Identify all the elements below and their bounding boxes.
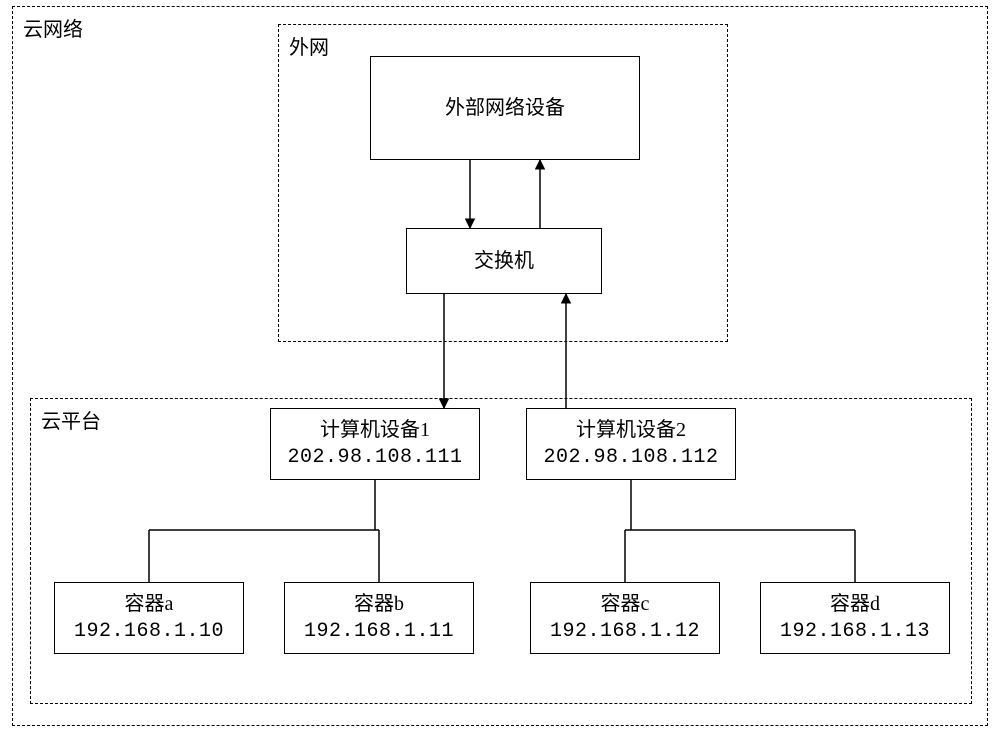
region-cloud-network-label: 云网络 — [23, 13, 83, 42]
diagram-canvas: 云网络 外网 云平台 外部网络设备 交换机 计算机设备1 202.98.108.… — [0, 0, 1000, 733]
node-container-c: 容器c 192.168.1.12 — [530, 582, 720, 654]
node-computer-2: 计算机设备2 202.98.108.112 — [526, 408, 736, 480]
region-cloud-platform: 云平台 — [30, 398, 972, 704]
node-container-c-title: 容器c — [601, 590, 650, 618]
node-computer-1-ip: 202.98.108.111 — [287, 444, 462, 472]
node-container-a-title: 容器a — [125, 590, 174, 618]
node-container-a: 容器a 192.168.1.10 — [54, 582, 244, 654]
node-switch: 交换机 — [406, 228, 602, 294]
node-container-d-ip: 192.168.1.13 — [780, 618, 930, 646]
node-computer-2-ip: 202.98.108.112 — [543, 444, 718, 472]
region-cloud-platform-label: 云平台 — [41, 405, 101, 434]
node-container-c-ip: 192.168.1.12 — [550, 618, 700, 646]
node-container-b: 容器b 192.168.1.11 — [284, 582, 474, 654]
region-extranet-label: 外网 — [289, 31, 329, 60]
node-container-b-ip: 192.168.1.11 — [304, 618, 454, 646]
node-container-b-title: 容器b — [354, 590, 404, 618]
node-computer-1: 计算机设备1 202.98.108.111 — [270, 408, 480, 480]
node-container-d-title: 容器d — [830, 590, 880, 618]
node-computer-1-title: 计算机设备1 — [320, 416, 430, 444]
node-computer-2-title: 计算机设备2 — [576, 416, 686, 444]
node-container-a-ip: 192.168.1.10 — [74, 618, 224, 646]
node-external-device-title: 外部网络设备 — [445, 94, 565, 122]
node-external-device: 外部网络设备 — [370, 56, 640, 160]
node-switch-title: 交换机 — [474, 247, 534, 275]
node-container-d: 容器d 192.168.1.13 — [760, 582, 950, 654]
